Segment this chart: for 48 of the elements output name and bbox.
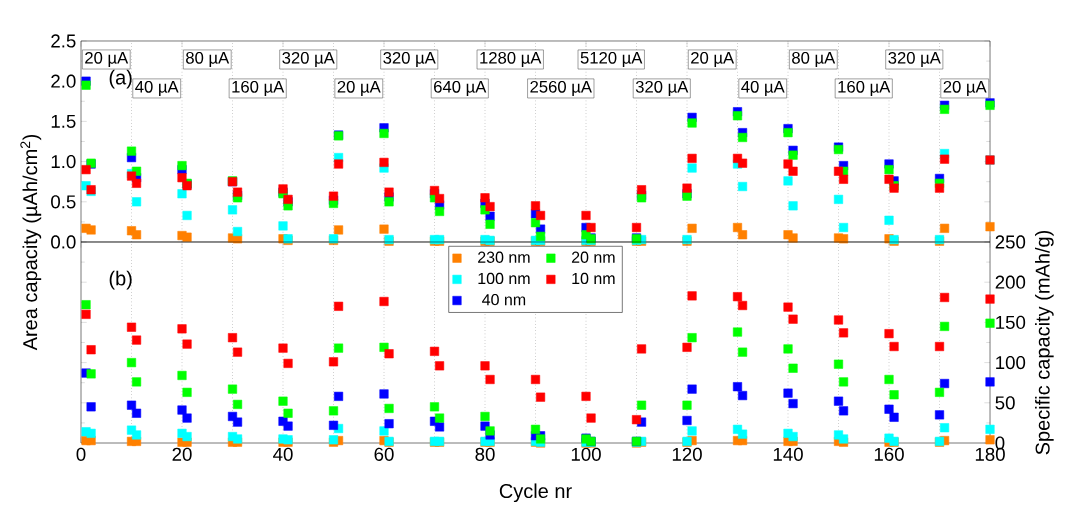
annotation: 320 µA <box>383 51 436 68</box>
x-axis-title: Cycle nr <box>499 483 572 503</box>
annotation: 20 µA <box>85 51 129 68</box>
annotation: 320 µA <box>635 80 689 96</box>
annotation: (a) <box>109 69 132 89</box>
y-tick-label: 1.0 <box>51 154 76 169</box>
y2-axis-title: Specific capacity (mAh/g) <box>1035 230 1054 455</box>
annotation: (b) <box>109 270 132 290</box>
annotation: 2560 µA <box>530 80 592 96</box>
x-tick-label: 160 <box>874 447 904 461</box>
annotation: 640 µA <box>434 80 487 96</box>
x-tick-label: 140 <box>773 447 803 461</box>
x-tick-label: 40 <box>273 447 293 461</box>
y-tick-label: 1.5 <box>51 114 76 128</box>
annotation: 20 µA <box>691 51 735 68</box>
x-tick-label: 60 <box>374 447 394 461</box>
y-tick-label: 2.5 <box>51 34 76 48</box>
x-tick-label: 120 <box>672 447 702 461</box>
x-tick-label: 20 <box>172 447 192 461</box>
y2-tick-label: 150 <box>996 315 1026 330</box>
y-axis-title: Area capacity (µAh/cm$^{2}$) <box>20 134 42 351</box>
annotation: 160 µA <box>838 80 891 96</box>
annotation: 20 µA <box>943 80 987 96</box>
annotation: 320 µA <box>888 51 941 68</box>
y2-tick-label: 200 <box>995 275 1026 289</box>
annotation: 160 µA <box>232 80 285 96</box>
legend-label: 40 nm <box>482 293 526 306</box>
y-tick-label: 2.0 <box>51 74 76 88</box>
annotation: 80 µA <box>186 51 230 68</box>
annotation: 40 µA <box>135 80 179 96</box>
annotation: 5120 µA <box>580 51 643 68</box>
y2-tick-label: 250 <box>995 235 1026 249</box>
y-tick-label: 0.0 <box>51 235 76 249</box>
legend-label: 100 nm <box>478 272 530 285</box>
y2-tick-label: 100 <box>996 355 1026 370</box>
legend-label: 230 nm <box>478 251 530 263</box>
x-tick-label: 80 <box>475 447 495 461</box>
annotation: 20 µA <box>337 80 381 96</box>
legend-label: 20 nm <box>571 251 615 263</box>
annotation: 80 µA <box>792 51 836 68</box>
legend-label: 10 nm <box>572 272 615 285</box>
annotation: 320 µA <box>282 51 335 68</box>
annotation: 40 µA <box>741 80 785 96</box>
x-tick-label: 0 <box>76 447 86 461</box>
x-tick-label: 100 <box>571 447 601 461</box>
y-tick-label: 0.5 <box>51 195 76 209</box>
y2-tick-label: 50 <box>995 396 1015 410</box>
annotation: 1280 µA <box>480 51 542 68</box>
